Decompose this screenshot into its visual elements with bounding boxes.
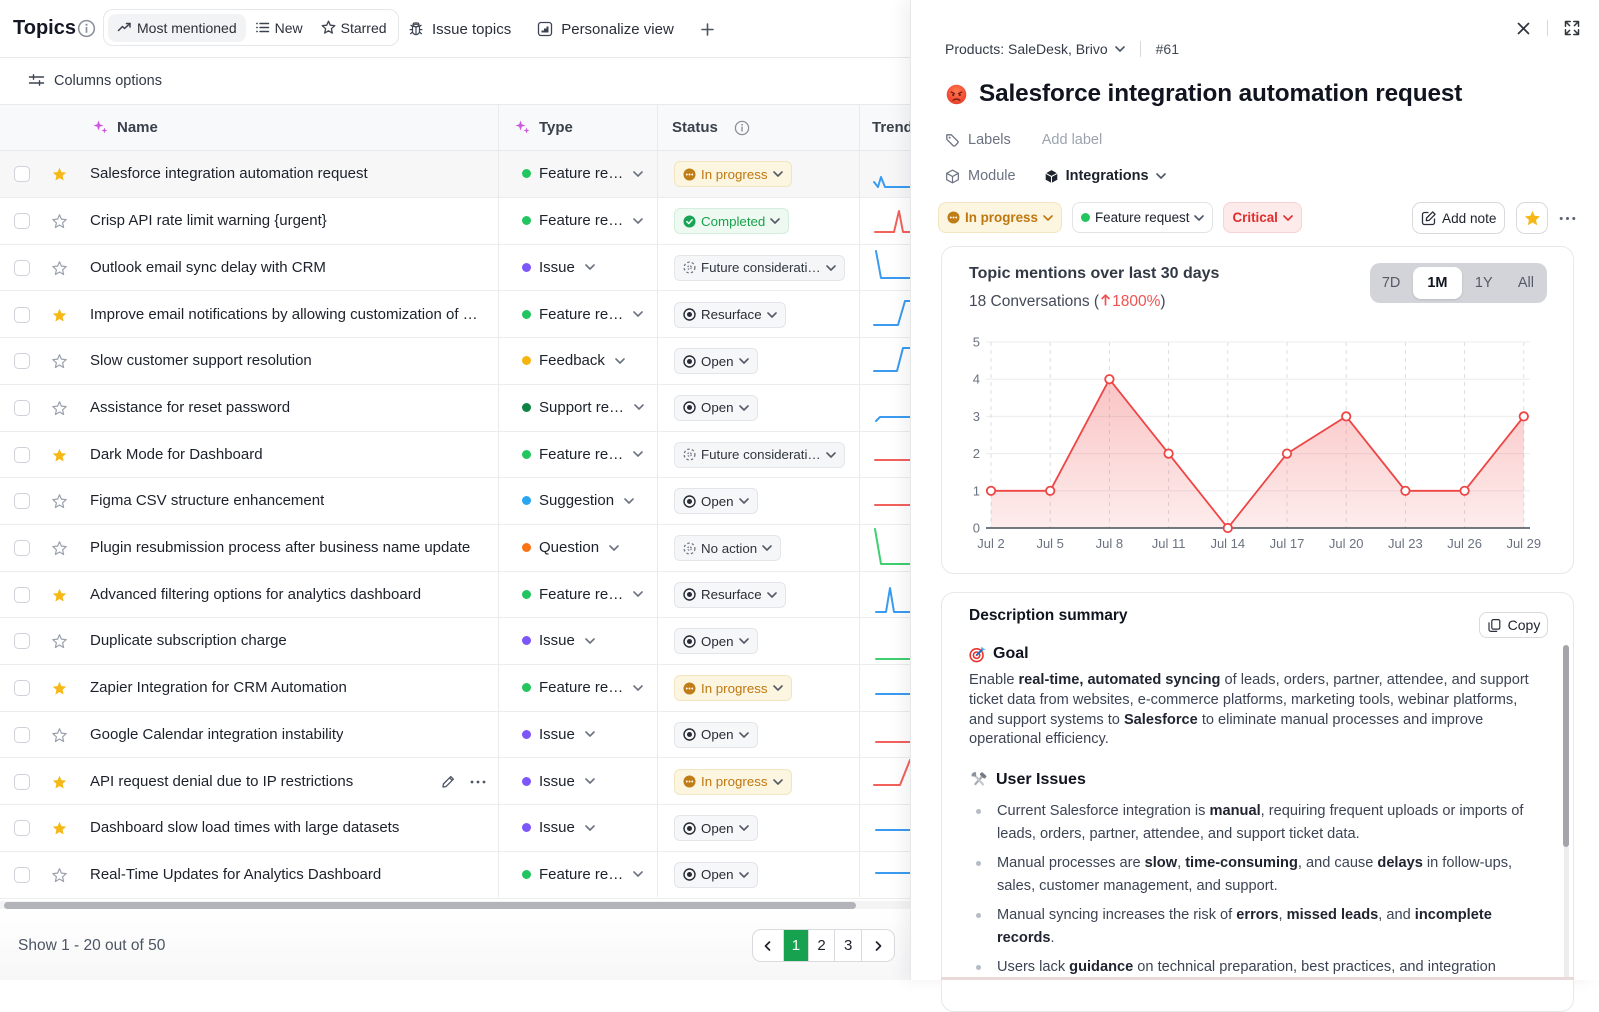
svg-text:Jul 2: Jul 2 [977,536,1004,551]
svg-text:4: 4 [973,372,980,387]
svg-text:1: 1 [973,483,980,498]
svg-text:Jul 23: Jul 23 [1388,536,1423,551]
svg-text:2: 2 [973,446,980,461]
svg-text:Jul 8: Jul 8 [1096,536,1123,551]
svg-text:Jul 26: Jul 26 [1447,536,1482,551]
svg-text:Jul 20: Jul 20 [1329,536,1364,551]
svg-text:Jul 17: Jul 17 [1270,536,1305,551]
svg-text:Jul 11: Jul 11 [1152,536,1186,551]
svg-text:Jul 29: Jul 29 [1506,536,1541,551]
svg-text:0: 0 [973,521,980,536]
svg-text:3: 3 [973,409,980,424]
svg-text:Jul 5: Jul 5 [1036,536,1063,551]
svg-text:5: 5 [973,335,980,350]
svg-text:Jul 14: Jul 14 [1210,536,1245,551]
